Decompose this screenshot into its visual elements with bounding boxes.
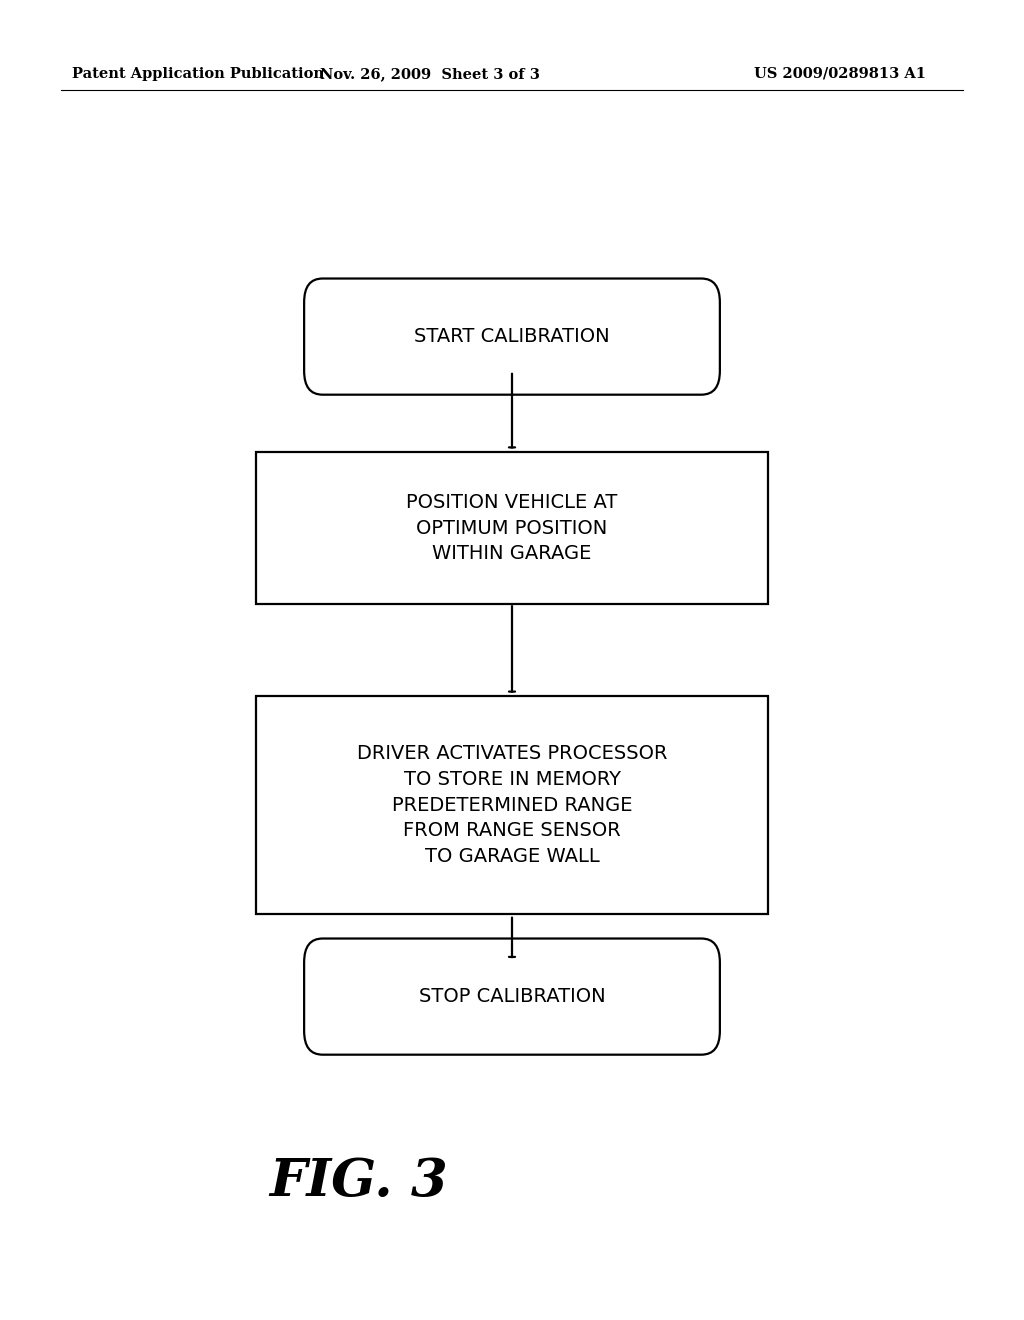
Text: START CALIBRATION: START CALIBRATION [414, 327, 610, 346]
Text: Nov. 26, 2009  Sheet 3 of 3: Nov. 26, 2009 Sheet 3 of 3 [321, 67, 540, 81]
Text: STOP CALIBRATION: STOP CALIBRATION [419, 987, 605, 1006]
Text: US 2009/0289813 A1: US 2009/0289813 A1 [754, 67, 926, 81]
Text: Patent Application Publication: Patent Application Publication [72, 67, 324, 81]
FancyBboxPatch shape [304, 279, 720, 395]
Text: FIG. 3: FIG. 3 [269, 1156, 447, 1206]
FancyBboxPatch shape [304, 939, 720, 1055]
Text: POSITION VEHICLE AT
OPTIMUM POSITION
WITHIN GARAGE: POSITION VEHICLE AT OPTIMUM POSITION WIT… [407, 492, 617, 564]
FancyBboxPatch shape [256, 451, 768, 605]
FancyBboxPatch shape [256, 697, 768, 913]
Text: DRIVER ACTIVATES PROCESSOR
TO STORE IN MEMORY
PREDETERMINED RANGE
FROM RANGE SEN: DRIVER ACTIVATES PROCESSOR TO STORE IN M… [356, 744, 668, 866]
